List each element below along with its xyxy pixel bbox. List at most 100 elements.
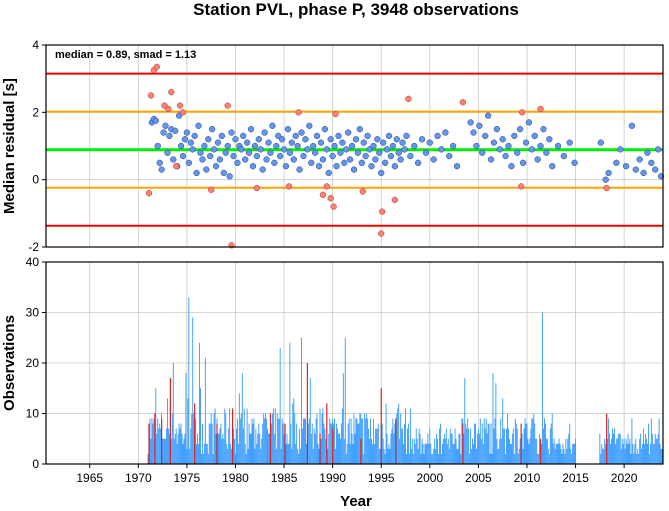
inlier-point [602,176,609,183]
inlier-point [640,169,647,177]
inlier-point [210,146,218,153]
inlier-point [636,156,643,163]
inlier-point [290,156,297,163]
inlier-point [385,132,393,140]
inlier-point [315,163,323,170]
inlier-point [251,142,259,150]
inlier-point [179,152,187,160]
inlier-point [352,136,360,143]
inlier-point [418,136,426,143]
inlier-point [502,152,509,160]
inlier-point [354,149,362,156]
inlier-point [238,146,245,153]
inlier-point [327,136,334,143]
inlier-point [333,163,340,170]
inlier-point [534,156,541,163]
inlier-point [380,139,387,146]
inlier-point [514,149,521,156]
x-tick-label: 1975 [174,471,201,485]
inlier-point [311,149,319,156]
inlier-point [263,156,270,163]
inlier-point [467,119,474,126]
outlier-point [330,203,337,210]
inlier-point [197,149,204,156]
inlier-point [654,146,662,153]
inlier-point [453,163,461,170]
x-tick-label: 1965 [76,471,103,485]
inlier-point [397,156,404,163]
x-tick-label: 1980 [222,471,249,485]
inlier-point [381,159,389,166]
outlier-point [332,110,339,118]
residual-y-axis-label: Median residual [s] [1,78,18,214]
inlier-point [218,132,226,140]
inlier-point [499,136,506,143]
inlier-point [207,152,214,160]
inlier-point [339,139,346,146]
inlier-point [393,136,400,143]
inlier-point [395,149,402,156]
inlier-point [358,159,365,166]
inlier-point [407,152,414,160]
inlier-point [243,139,251,146]
inlier-point [438,146,445,153]
outlier-point [517,183,525,190]
inlier-point [205,136,212,143]
outlier-point [295,109,302,116]
outlier-point [379,208,386,215]
inlier-point [310,142,317,150]
y-tick-label: 0 [32,457,39,471]
outlier-point [323,183,330,190]
inlier-point [228,129,235,136]
inlier-point [160,129,167,136]
outlier-point [253,184,260,192]
inlier-point [549,163,556,170]
inlier-point [446,152,453,160]
inlier-point [383,146,391,153]
inlier-point [517,126,524,133]
outlier-point [147,92,155,99]
inlier-point [286,149,294,156]
inlier-point [434,132,441,140]
inlier-point [473,142,480,150]
inlier-point [214,139,222,146]
inlier-point [224,142,231,150]
inlier-point [193,169,200,177]
inlier-point [156,159,163,166]
x-tick-label: 2010 [514,471,541,485]
inlier-point [508,163,515,170]
x-tick-label: 1970 [125,471,152,485]
inlier-point [277,152,284,160]
inlier-point [335,132,342,140]
outlier-point [176,102,184,109]
inlier-point [449,142,457,150]
outlier-point [537,105,544,113]
x-axis-label: Year [340,493,372,510]
inlier-point [566,139,573,146]
inlier-point [255,136,262,143]
inlier-point [187,139,194,146]
observations-y-axis-label: Observations [1,315,18,411]
inlier-point [191,132,198,140]
residual-inlier-points [148,112,665,183]
inlier-point [346,156,354,163]
x-tick-label: 1985 [271,471,298,485]
residual-outlier-points [145,63,610,249]
inlier-point [245,149,253,156]
outlier-point [145,189,153,197]
inlier-point [222,149,229,156]
inlier-point [482,132,489,140]
inlier-point [617,146,624,153]
inlier-point [166,132,173,140]
inlier-point [170,156,177,163]
outlier-point [518,109,526,116]
observations-y-ticks: 0 10 20 30 40 [26,255,46,471]
inlier-point [372,156,379,163]
y-tick-label: -2 [28,240,39,254]
inlier-point [348,142,356,150]
inlier-point [247,126,255,133]
inlier-point [356,126,363,133]
y-tick-label: 20 [26,356,40,370]
outlier-point [603,184,610,192]
